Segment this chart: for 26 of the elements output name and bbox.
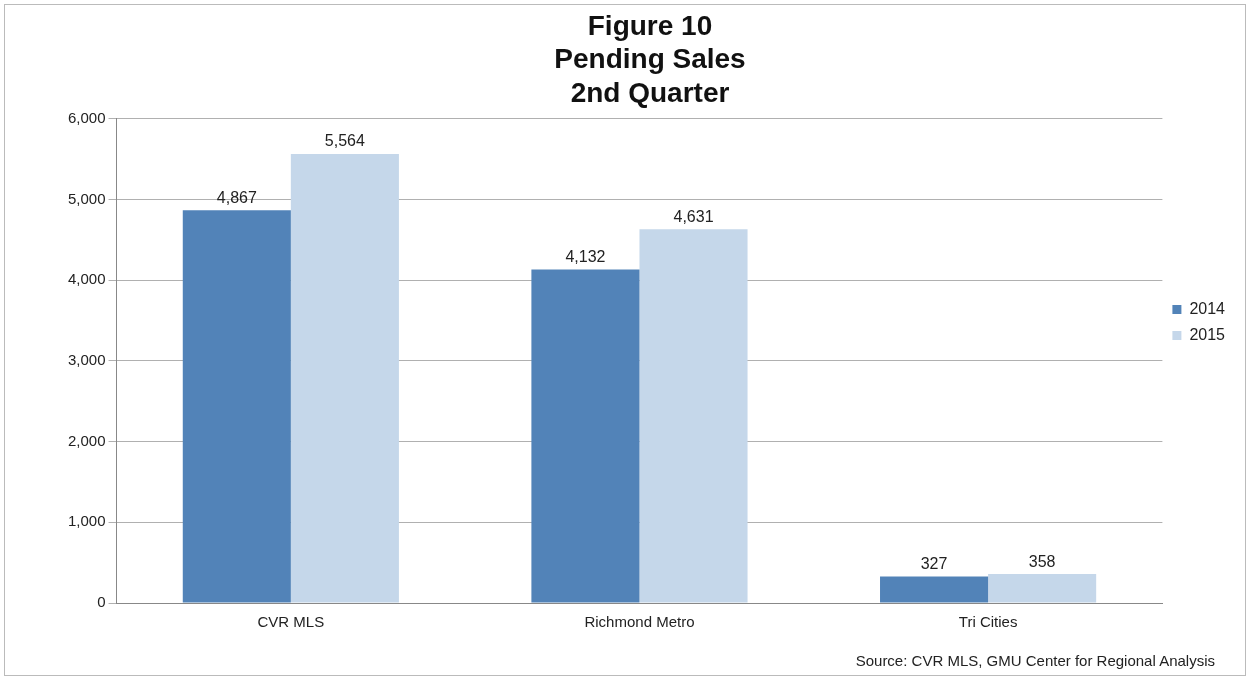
data-label: 358 (1028, 552, 1056, 570)
data-label: 4,867 (216, 188, 257, 206)
legend-label: 2014 (1189, 299, 1226, 317)
data-label: 5,564 (324, 132, 365, 150)
y-tick-label: 0 (97, 593, 106, 611)
x-tick-label: CVR MLS (257, 613, 325, 631)
y-tick-label: 2,000 (67, 431, 106, 449)
y-tick-label: 4,000 (67, 270, 106, 288)
bar (988, 574, 1097, 603)
bar (880, 576, 989, 603)
x-tick-label: Tri Cities (958, 613, 1018, 631)
data-label: 4,132 (565, 247, 606, 265)
data-label: 4,631 (673, 207, 714, 225)
chart-title: Figure 10 Pending Sales 2nd Quarter (554, 9, 746, 108)
bar (639, 229, 748, 603)
legend-label: 2015 (1189, 325, 1226, 343)
x-tick-label: Richmond Metro (584, 613, 695, 631)
bar (531, 269, 640, 603)
y-tick-label: 1,000 (67, 512, 106, 530)
y-tick-label: 5,000 (67, 189, 106, 207)
bar (182, 210, 291, 603)
bar (290, 153, 399, 603)
source-note: Source: CVR MLS, GMU Center for Regional Analysis (855, 652, 1215, 669)
y-tick-label: 6,000 (67, 108, 106, 126)
data-label: 327 (920, 555, 948, 573)
y-tick-label: 3,000 (67, 351, 106, 369)
